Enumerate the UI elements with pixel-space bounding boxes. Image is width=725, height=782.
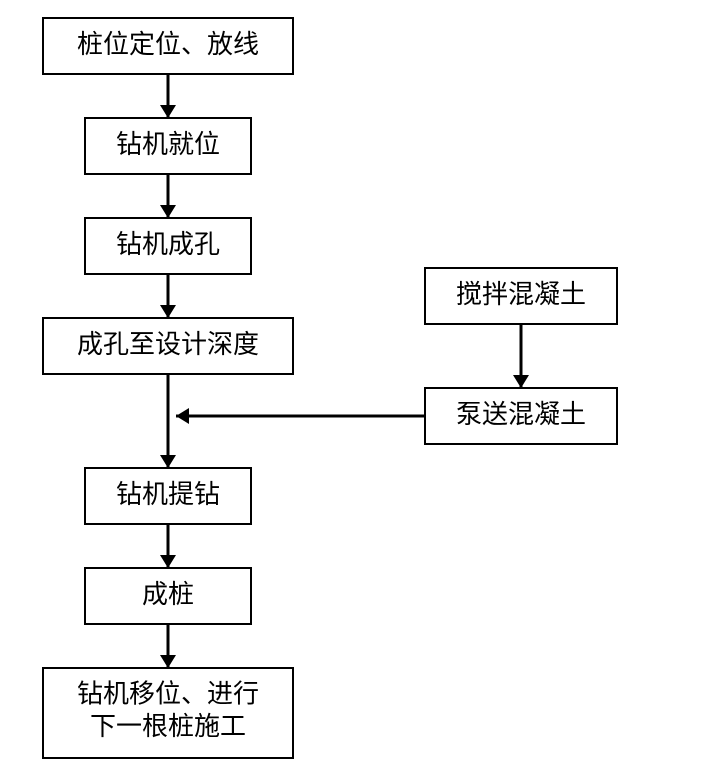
node-n5: 钻机提钻 <box>85 468 251 524</box>
node-n6: 成桩 <box>85 568 251 624</box>
node-label: 钻机就位 <box>116 130 220 159</box>
arrowhead <box>160 455 176 468</box>
arrowhead <box>160 105 176 118</box>
arrowhead <box>160 555 176 568</box>
node-label: 钻机提钻 <box>116 480 220 509</box>
arrowhead <box>176 408 189 424</box>
arrowhead <box>160 655 176 668</box>
node-m2: 泵送混凝土 <box>425 388 617 444</box>
node-label: 泵送混凝土 <box>456 400 586 429</box>
node-label: 成孔至设计深度 <box>77 330 259 359</box>
node-n4: 成孔至设计深度 <box>43 318 293 374</box>
node-label: 钻机成孔 <box>116 230 220 259</box>
node-label: 成桩 <box>142 580 194 609</box>
flowchart-canvas: 桩位定位、放线钻机就位钻机成孔成孔至设计深度钻机提钻成桩钻机移位、进行下一根桩施… <box>0 0 725 782</box>
node-label: 下一根桩施工 <box>90 712 246 741</box>
arrowhead <box>160 305 176 318</box>
node-label: 桩位定位、放线 <box>77 30 259 59</box>
arrowhead <box>513 375 529 388</box>
node-m1: 搅拌混凝土 <box>425 268 617 324</box>
arrowhead <box>160 205 176 218</box>
node-n1: 桩位定位、放线 <box>43 18 293 74</box>
node-n7: 钻机移位、进行下一根桩施工 <box>43 668 293 758</box>
node-label: 钻机移位、进行 <box>77 680 259 709</box>
node-label: 搅拌混凝土 <box>456 280 586 309</box>
node-n3: 钻机成孔 <box>85 218 251 274</box>
node-n2: 钻机就位 <box>85 118 251 174</box>
